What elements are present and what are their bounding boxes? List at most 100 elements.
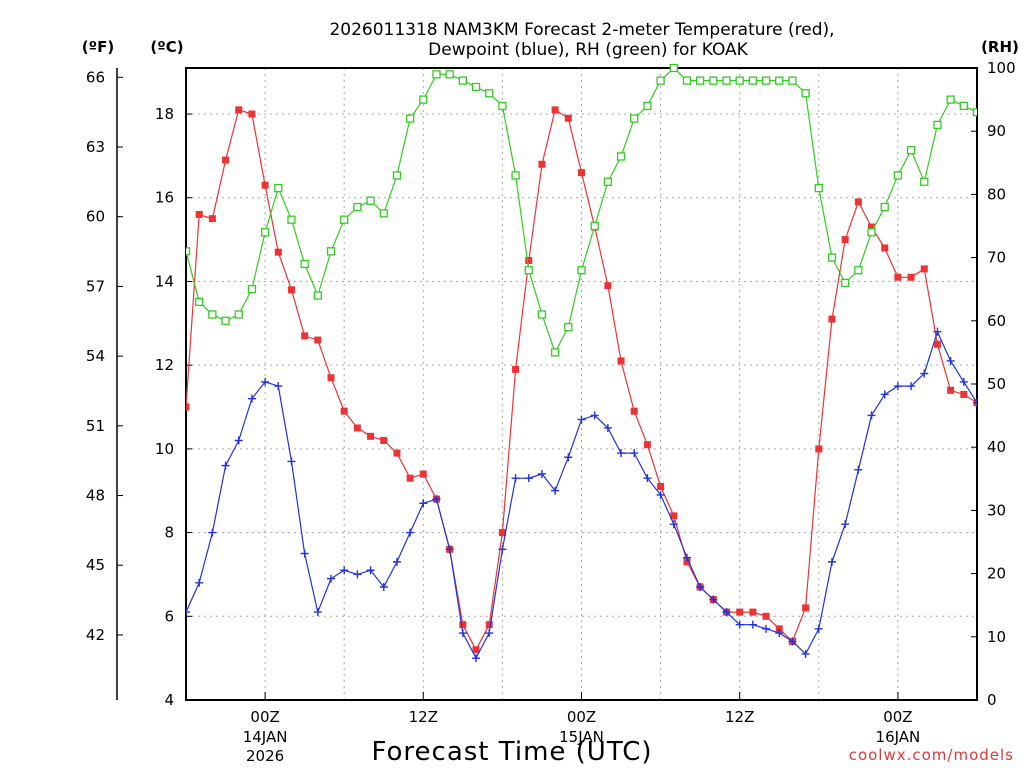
data-point — [762, 624, 771, 633]
data-point — [313, 291, 322, 300]
data-point — [867, 228, 876, 237]
celsius-unit-label: (ºC) — [150, 38, 183, 56]
data-point — [603, 177, 613, 186]
data-point — [247, 394, 256, 403]
data-point — [907, 273, 915, 281]
data-point — [458, 76, 468, 85]
data-point — [485, 89, 494, 98]
data-point — [511, 474, 520, 483]
data-point — [537, 310, 547, 319]
data-point — [630, 407, 638, 415]
data-point — [616, 152, 626, 161]
series-line — [186, 108, 977, 652]
data-point — [195, 210, 203, 218]
x-axis-label: Forecast Time (UTC) — [371, 737, 652, 767]
fahrenheit-tick-label: 42 — [86, 626, 105, 644]
data-point — [578, 169, 585, 177]
data-point — [472, 646, 480, 654]
data-point — [524, 474, 533, 483]
data-point — [748, 620, 757, 629]
data-point — [564, 322, 573, 332]
fahrenheit-tick-label: 66 — [86, 68, 105, 86]
rh-tick-label: 70 — [987, 249, 1006, 267]
data-point — [538, 160, 546, 168]
data-point — [512, 365, 520, 373]
data-point — [867, 411, 876, 420]
data-point — [379, 582, 388, 591]
data-point — [274, 183, 283, 193]
rh-tick-label: 20 — [987, 565, 1006, 583]
data-point — [841, 278, 850, 288]
chart-title-line-1: 2026011318 NAM3KM Forecast 2-meter Tempe… — [329, 20, 834, 40]
data-point — [537, 469, 546, 478]
data-point — [498, 101, 507, 111]
data-point — [353, 424, 361, 432]
data-point — [854, 198, 862, 206]
data-point — [208, 215, 216, 223]
data-point — [656, 76, 665, 85]
data-point — [379, 209, 388, 218]
data-point — [327, 574, 336, 583]
data-point — [670, 512, 678, 520]
data-point — [366, 566, 375, 575]
gridlines — [186, 68, 977, 700]
rh-tick-label: 100 — [987, 59, 1016, 77]
data-point — [893, 171, 903, 180]
data-point — [814, 183, 823, 193]
data-point — [604, 282, 612, 290]
data-point — [946, 356, 955, 365]
fahrenheit-tick-label: 60 — [86, 208, 105, 226]
fahrenheit-tick-label: 45 — [86, 556, 105, 574]
data-point — [300, 259, 309, 269]
plot-frame — [185, 67, 978, 701]
data-point — [458, 629, 467, 638]
data-point — [551, 106, 559, 114]
celsius-tick-label: 14 — [155, 272, 174, 290]
data-point — [367, 432, 375, 440]
data-point — [960, 390, 968, 398]
data-point — [577, 266, 586, 275]
celsius-tick-label: 16 — [155, 189, 174, 207]
data-point — [946, 95, 955, 104]
data-point — [313, 608, 322, 617]
data-point — [709, 76, 718, 85]
data-point — [735, 76, 744, 85]
series-dewpoint — [186, 327, 977, 663]
data-point — [406, 528, 415, 537]
data-point — [485, 621, 493, 629]
data-point — [617, 357, 625, 365]
data-point — [287, 215, 296, 224]
data-point — [722, 608, 731, 617]
data-point — [392, 171, 402, 180]
data-point — [656, 490, 665, 499]
data-point — [709, 595, 718, 604]
rh-tick-label: 50 — [987, 375, 1006, 393]
rh-unit-label: (RH) — [981, 38, 1019, 56]
data-point — [186, 403, 190, 411]
data-point — [907, 382, 916, 391]
rh-tick-label: 10 — [987, 628, 1006, 646]
data-point — [419, 470, 427, 478]
rh-tick-label: 30 — [987, 501, 1006, 519]
data-point — [735, 620, 744, 629]
rh-tick-label: 60 — [987, 312, 1006, 330]
data-point — [894, 273, 902, 281]
chart-title-line-2: Dewpoint (blue), RH (green) for KOAK — [428, 40, 749, 60]
data-point — [550, 348, 560, 357]
data-point — [920, 177, 929, 186]
data-point — [195, 297, 204, 306]
data-point — [920, 265, 928, 273]
data-point — [906, 146, 916, 155]
data-point — [301, 332, 309, 340]
rh-tick-label: 90 — [987, 122, 1006, 140]
data-point — [947, 386, 955, 394]
data-point — [445, 545, 454, 554]
celsius-tick-label: 12 — [155, 356, 174, 374]
data-point — [498, 545, 507, 554]
fahrenheit-tick-label: 54 — [86, 347, 105, 365]
data-point — [880, 390, 889, 399]
data-point — [564, 114, 572, 122]
data-point — [419, 499, 428, 508]
data-point — [682, 76, 692, 85]
data-point — [419, 95, 428, 104]
